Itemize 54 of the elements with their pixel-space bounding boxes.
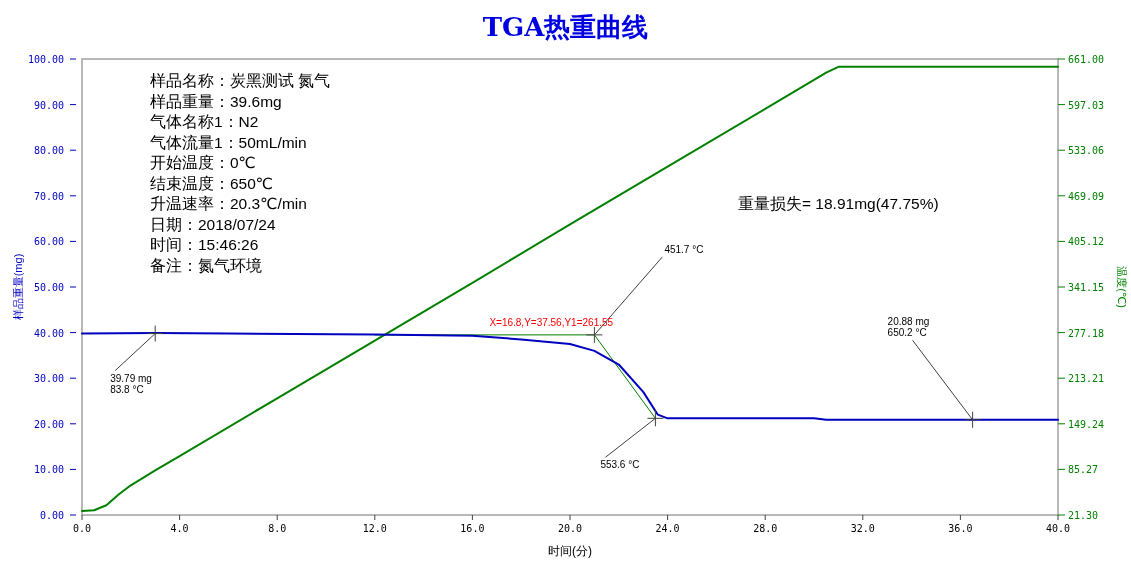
- x-axis-title: 时间(分): [548, 544, 592, 558]
- y-tick-label: 90.00: [33, 99, 64, 111]
- x-tick-label: 16.0: [460, 523, 485, 534]
- y2-tick-label: 597.03: [1068, 99, 1105, 111]
- annotation: 升温速率：20.3℃/min: [150, 195, 307, 212]
- y-tick-label: 40.00: [33, 327, 64, 339]
- y2-tick-label: 533.06: [1068, 145, 1105, 157]
- annotation: 结束温度：650℃: [150, 174, 274, 192]
- annotation: 气体名称1：N2: [150, 113, 259, 130]
- annotation: 样品重量：39.6mg: [150, 92, 282, 110]
- y-tick-label: 70.00: [33, 190, 64, 202]
- y2-tick-label: 405.12: [1068, 236, 1105, 248]
- y-tick-label: 20.00: [33, 418, 64, 430]
- annotation: 气体流量1：50mL/min: [150, 133, 307, 151]
- annotation: 样品名称：炭黑测试 氮气: [150, 72, 331, 89]
- x-tick-label: 4.0: [170, 523, 189, 534]
- y2-tick-label: 469.09: [1068, 190, 1105, 202]
- annotation: 39.79 mg 83.8 °C: [110, 372, 152, 396]
- y2-tick-label: 661.00: [1068, 54, 1105, 65]
- annotation: 时间：15:46:26: [150, 236, 259, 253]
- annotation: 553.6 °C: [600, 459, 640, 471]
- line-series: [81, 65, 1059, 512]
- x-tick-label: 12.0: [362, 523, 387, 534]
- x-tick-label: 20.0: [557, 523, 583, 534]
- y2-tick-label: 277.18: [1068, 327, 1105, 339]
- y2-axis-title: 温度(℃): [1116, 266, 1128, 308]
- x-tick-label: 28.0: [753, 523, 778, 534]
- y-tick-label: 60.00: [33, 236, 64, 248]
- annotation: 20.88 mg 650.2 °C: [887, 315, 930, 339]
- y-tick-label: 50.00: [33, 282, 64, 293]
- annotation: 日期：2018/07/24: [150, 215, 276, 233]
- y2-tick-label: 149.24: [1068, 418, 1105, 430]
- y-tick-label: 100.00: [27, 54, 64, 65]
- y-tick-label: 10.00: [33, 464, 64, 476]
- x-tick-label: 0.0: [72, 523, 92, 534]
- x-tick-label: 8.0: [268, 523, 287, 534]
- annotation: 备注：氮气环境: [150, 256, 262, 274]
- x-tick-label: 36.0: [948, 523, 973, 534]
- y2-tick-label: 341.15: [1068, 282, 1105, 293]
- annotation: 重量损失= 18.91mg(47.75%): [738, 195, 939, 212]
- y2-tick-label: 85.27: [1068, 464, 1099, 476]
- y-tick-label: 80.00: [33, 145, 64, 157]
- y-axis-title: 样品重量(mg): [12, 253, 24, 321]
- y-tick-label: 0.00: [39, 510, 64, 521]
- x-tick-label: 32.0: [850, 523, 875, 534]
- y2-tick-label: 213.21: [1068, 373, 1105, 385]
- chart-title: TGA热重曲线: [482, 12, 649, 42]
- x-tick-label: 40.0: [1045, 523, 1071, 534]
- x-tick-label: 24.0: [655, 523, 680, 534]
- y2-tick-label: 21.30: [1068, 510, 1099, 521]
- annotation: X=16.8,Y=37.56,Y1=261.55: [489, 316, 614, 328]
- y-tick-label: 30.00: [33, 373, 64, 385]
- annotation: 451.7 °C: [664, 243, 704, 255]
- annotation: 开始温度：0℃: [150, 154, 257, 171]
